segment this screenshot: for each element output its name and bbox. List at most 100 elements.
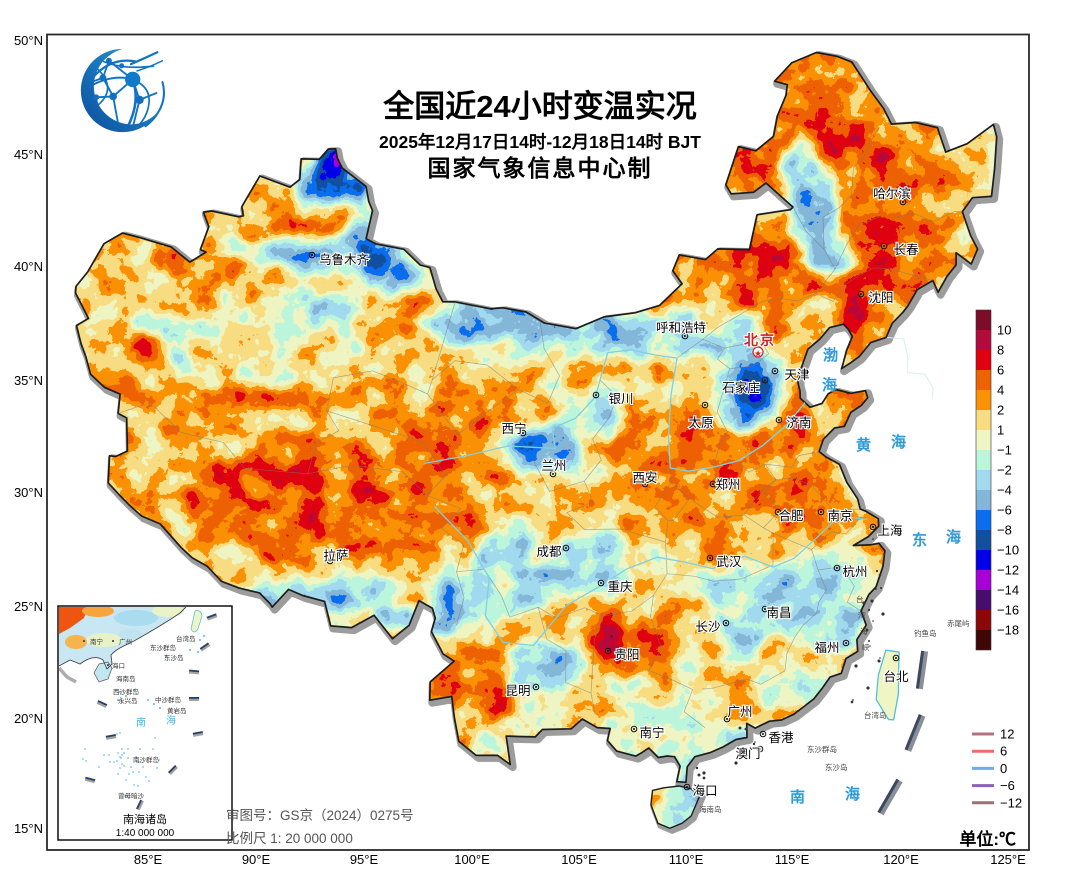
svg-text:武汉: 武汉 <box>716 555 742 569</box>
svg-text:东沙群岛: 东沙群岛 <box>150 643 176 652</box>
svg-text:海: 海 <box>891 433 906 451</box>
svg-text:黄: 黄 <box>856 436 871 454</box>
svg-text:北京: 北京 <box>744 332 776 348</box>
svg-text:−18: −18 <box>997 623 1019 638</box>
svg-text:郑州: 郑州 <box>715 477 740 492</box>
svg-text:★: ★ <box>754 349 762 359</box>
svg-text:太原: 太原 <box>688 415 713 430</box>
svg-text:−12: −12 <box>1000 795 1022 810</box>
svg-text:天津: 天津 <box>784 368 809 382</box>
svg-text:济南: 济南 <box>786 415 811 430</box>
svg-text:8: 8 <box>997 343 1004 358</box>
svg-text:黄岩岛: 黄岩岛 <box>167 706 187 715</box>
svg-text:银川: 银川 <box>608 392 633 406</box>
svg-text:香港: 香港 <box>768 731 794 745</box>
svg-text:澳门: 澳门 <box>735 746 760 761</box>
svg-text:海南岛: 海南岛 <box>116 674 136 683</box>
svg-text:35°N: 35°N <box>14 373 43 388</box>
svg-text:115°E: 115°E <box>775 852 810 867</box>
svg-text:比例尺 1: 20 000 000: 比例尺 1: 20 000 000 <box>226 831 353 846</box>
svg-text:90°E: 90°E <box>242 852 271 867</box>
svg-text:重庆: 重庆 <box>607 579 633 594</box>
svg-text:西沙群岛: 西沙群岛 <box>113 687 139 696</box>
svg-text:45°N: 45°N <box>14 147 43 162</box>
svg-text:南: 南 <box>136 716 146 729</box>
svg-text:单位:℃: 单位:℃ <box>959 829 1016 849</box>
svg-text:中沙群岛: 中沙群岛 <box>155 695 181 704</box>
svg-text:−2: −2 <box>997 463 1012 478</box>
svg-text:沈阳: 沈阳 <box>868 290 893 305</box>
svg-text:25°N: 25°N <box>14 599 43 614</box>
svg-text:昆明: 昆明 <box>505 684 530 698</box>
svg-text:杭州: 杭州 <box>842 564 867 579</box>
svg-text:西宁: 西宁 <box>501 421 526 436</box>
svg-text:1: 1 <box>997 423 1004 438</box>
svg-text:30°N: 30°N <box>14 485 43 500</box>
svg-text:成都: 成都 <box>536 545 562 559</box>
svg-text:10: 10 <box>997 323 1011 338</box>
svg-text:海: 海 <box>946 528 961 546</box>
svg-text:−6: −6 <box>997 503 1012 518</box>
svg-text:东沙群岛: 东沙群岛 <box>807 744 837 754</box>
svg-text:台北: 台北 <box>883 669 909 684</box>
svg-text:95°E: 95°E <box>350 852 379 867</box>
svg-text:西安: 西安 <box>632 470 657 485</box>
svg-text:南: 南 <box>790 788 805 806</box>
svg-text:石家庄: 石家庄 <box>722 380 760 395</box>
svg-text:−12: −12 <box>997 563 1019 578</box>
svg-text:拉萨: 拉萨 <box>323 548 348 563</box>
svg-text:海: 海 <box>845 785 860 803</box>
svg-text:120°E: 120°E <box>883 852 919 867</box>
svg-text:南沙群岛: 南沙群岛 <box>133 755 159 764</box>
svg-text:南昌: 南昌 <box>766 605 791 620</box>
svg-text:国家气象信息中心制: 国家气象信息中心制 <box>428 155 653 181</box>
svg-text:50°N: 50°N <box>14 33 43 48</box>
svg-text:上海: 上海 <box>877 523 903 538</box>
svg-text:125°E: 125°E <box>990 852 1026 867</box>
svg-text:−8: −8 <box>997 523 1012 538</box>
svg-text:−14: −14 <box>997 583 1019 598</box>
svg-text:兰州: 兰州 <box>541 459 566 473</box>
svg-text:−10: −10 <box>997 543 1019 558</box>
svg-text:南京: 南京 <box>827 508 852 523</box>
svg-text:台湾岛: 台湾岛 <box>864 710 887 720</box>
svg-text:100°E: 100°E <box>454 852 490 867</box>
svg-text:贵阳: 贵阳 <box>614 648 639 662</box>
svg-text:12: 12 <box>1000 727 1014 742</box>
svg-text:峡: 峡 <box>862 642 870 652</box>
svg-text:海: 海 <box>822 376 837 394</box>
svg-text:呼和浩特: 呼和浩特 <box>656 320 706 335</box>
svg-text:6: 6 <box>1000 744 1007 759</box>
svg-text:东沙岛: 东沙岛 <box>825 762 848 772</box>
svg-text:110°E: 110°E <box>669 852 704 867</box>
svg-text:福州: 福州 <box>814 640 839 655</box>
svg-text:台湾岛: 台湾岛 <box>176 634 196 643</box>
svg-text:85°E: 85°E <box>134 852 163 867</box>
svg-text:长春: 长春 <box>893 243 919 257</box>
svg-text:赤尾屿: 赤尾屿 <box>947 619 970 628</box>
svg-text:台: 台 <box>856 594 864 604</box>
svg-text:15°N: 15°N <box>14 821 43 836</box>
svg-text:合肥: 合肥 <box>778 508 804 523</box>
svg-text:2: 2 <box>997 403 1004 418</box>
svg-text:−6: −6 <box>1000 778 1015 793</box>
svg-text:乌鲁木齐: 乌鲁木齐 <box>319 252 370 267</box>
svg-text:6: 6 <box>997 363 1004 378</box>
svg-text:4: 4 <box>997 383 1004 398</box>
svg-text:长沙: 长沙 <box>695 620 721 634</box>
svg-text:海: 海 <box>166 714 176 727</box>
svg-text:−1: −1 <box>997 443 1012 458</box>
svg-text:钓鱼岛: 钓鱼岛 <box>914 628 937 638</box>
svg-text:2025年12月17日14时-12月18日14时 BJT: 2025年12月17日14时-12月18日14时 BJT <box>379 132 701 152</box>
svg-text:−4: −4 <box>997 483 1012 498</box>
svg-text:105°E: 105°E <box>561 852 597 867</box>
svg-text:广州: 广州 <box>727 705 752 719</box>
svg-text:20°N: 20°N <box>14 711 43 726</box>
svg-text:审图号：GS京（2024）0275号: 审图号：GS京（2024）0275号 <box>226 808 414 823</box>
svg-text:海: 海 <box>860 626 868 636</box>
svg-text:南宁: 南宁 <box>639 725 664 740</box>
svg-text:海口: 海口 <box>112 661 125 670</box>
svg-text:永兴岛: 永兴岛 <box>118 696 138 705</box>
svg-text:南宁: 南宁 <box>90 637 104 646</box>
svg-text:0: 0 <box>1000 761 1007 776</box>
